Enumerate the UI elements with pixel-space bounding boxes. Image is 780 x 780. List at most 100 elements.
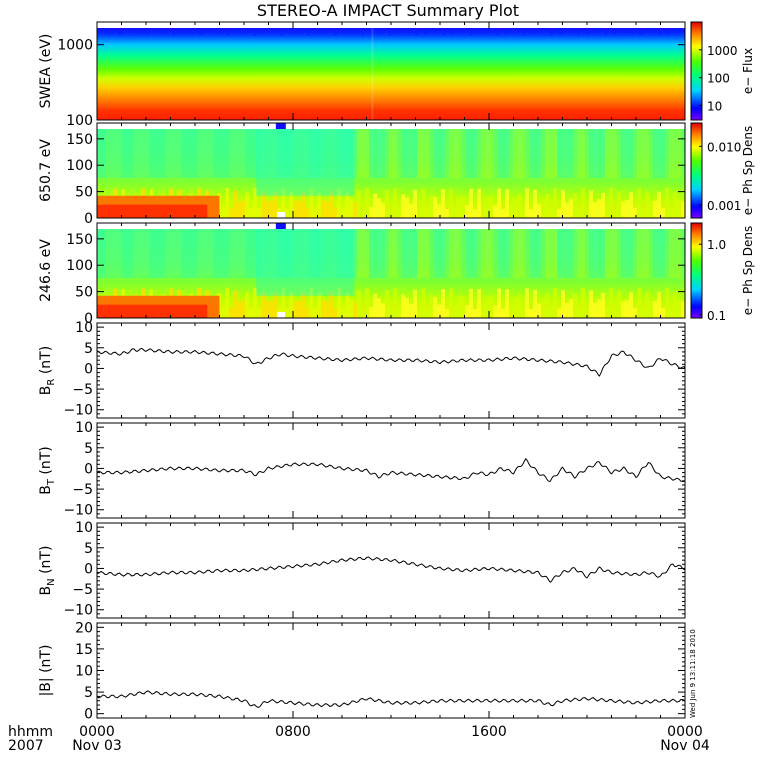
pad-low-pitch-column [641, 208, 645, 218]
pad-low-pitch-column [269, 300, 273, 318]
pad-low-pitch-column [445, 309, 449, 318]
pad-low-pitch-column [449, 188, 453, 218]
y-tick-label: −5 [72, 582, 93, 598]
swea-column [466, 28, 469, 33]
pad-column [569, 229, 573, 278]
pad-low-pitch-column [397, 306, 401, 318]
swea-column [574, 28, 577, 33]
pad-low-pitch-column [345, 293, 349, 318]
swea-column [295, 28, 298, 33]
pad-column [593, 129, 597, 178]
pad-column [277, 129, 281, 178]
pad-low-pitch-column [605, 307, 609, 318]
pad-low-pitch-column [321, 199, 325, 218]
pad-column [661, 229, 665, 278]
pad-column [149, 229, 153, 278]
swea-column [583, 28, 586, 34]
swea-column [634, 28, 637, 34]
pad-low-pitch-column [481, 304, 485, 318]
pad-column [625, 229, 629, 278]
swea-column [244, 28, 247, 34]
panel-2: 0.001 0.010 e− Ph Sp Dens 0 50 100 150 650.7 eV [38, 122, 755, 227]
swea-column [367, 28, 370, 33]
pad-low-pitch-column [533, 189, 537, 218]
pad-column [253, 129, 257, 178]
pad-low-pitch-column [245, 192, 249, 218]
pad-low-pitch-column [545, 294, 549, 318]
pad-column [297, 129, 301, 178]
pad-low-pitch-column [545, 194, 549, 218]
swea-column [301, 28, 304, 33]
pad-low-pitch-column [553, 188, 557, 218]
pad-low-pitch-column [585, 208, 589, 218]
pad-low-pitch-column [261, 191, 265, 218]
pad-column [477, 129, 481, 178]
pad-column [489, 229, 493, 278]
y-tick-label: 100 [66, 113, 93, 129]
pad-column [341, 129, 345, 178]
swea-column [103, 28, 106, 33]
swea-column [442, 30, 445, 36]
swea-column [493, 28, 496, 33]
swea-column [535, 28, 538, 33]
swea-column [322, 28, 325, 33]
pad-column [577, 229, 581, 278]
pad-column [325, 129, 329, 178]
swea-column [292, 28, 295, 33]
pad-column [325, 229, 329, 278]
pad-low-pitch-column [677, 200, 681, 218]
swea-column [286, 28, 289, 33]
pad-low-pitch-column [249, 307, 253, 318]
pad-low-pitch-column [409, 203, 413, 218]
swea-column [352, 28, 355, 34]
colorbar-tick-label: 10 [707, 99, 722, 113]
swea-column [370, 29, 373, 35]
pad-column [541, 229, 545, 278]
x-axis-row1-label: hhmm [8, 724, 53, 740]
swea-column [262, 28, 265, 34]
pad-column [237, 129, 241, 178]
swea-column [538, 28, 541, 33]
pad-low-pitch-column [417, 309, 421, 318]
pad-column [513, 229, 517, 278]
pad-low-pitch-column [305, 308, 309, 318]
swea-column [682, 28, 685, 33]
swea-column [478, 29, 481, 35]
pad-low-pitch-column [657, 191, 661, 218]
pad-column [317, 229, 321, 278]
swea-column [163, 29, 166, 35]
y-tick-label: −10 [63, 503, 93, 519]
pad-column [425, 229, 429, 278]
colorbar-label: e− Flux [741, 48, 755, 94]
pad-low-pitch-column [673, 192, 677, 218]
pad-column [417, 229, 421, 278]
pad-column [309, 129, 313, 178]
pad-column [405, 229, 409, 278]
x-tick-date-label: Nov 03 [72, 738, 122, 754]
pad-column [501, 129, 505, 178]
swea-column [397, 29, 400, 35]
swea-column [586, 29, 589, 35]
pad-column [129, 229, 133, 278]
swea-column [256, 28, 259, 34]
pad-column [201, 229, 205, 278]
pad-column [261, 229, 265, 278]
swea-column [235, 28, 238, 34]
pad-low-pitch-column [621, 201, 625, 218]
pad-column [257, 229, 261, 278]
swea-column [199, 30, 202, 36]
swea-column [178, 28, 181, 33]
y-axis-label: BN (nT) [38, 546, 57, 596]
swea-column [160, 28, 163, 33]
pad-column [149, 129, 153, 178]
swea-column [253, 30, 256, 36]
pad-column [621, 129, 625, 178]
pad-column [465, 229, 469, 278]
swea-discontinuity [371, 28, 374, 120]
pad-column [673, 229, 677, 278]
y-tick-label: 10 [75, 664, 93, 680]
pad-low-pitch-column [485, 196, 489, 218]
swea-column [100, 28, 103, 34]
pad-column [549, 129, 553, 178]
pad-low-pitch-column [553, 288, 557, 318]
